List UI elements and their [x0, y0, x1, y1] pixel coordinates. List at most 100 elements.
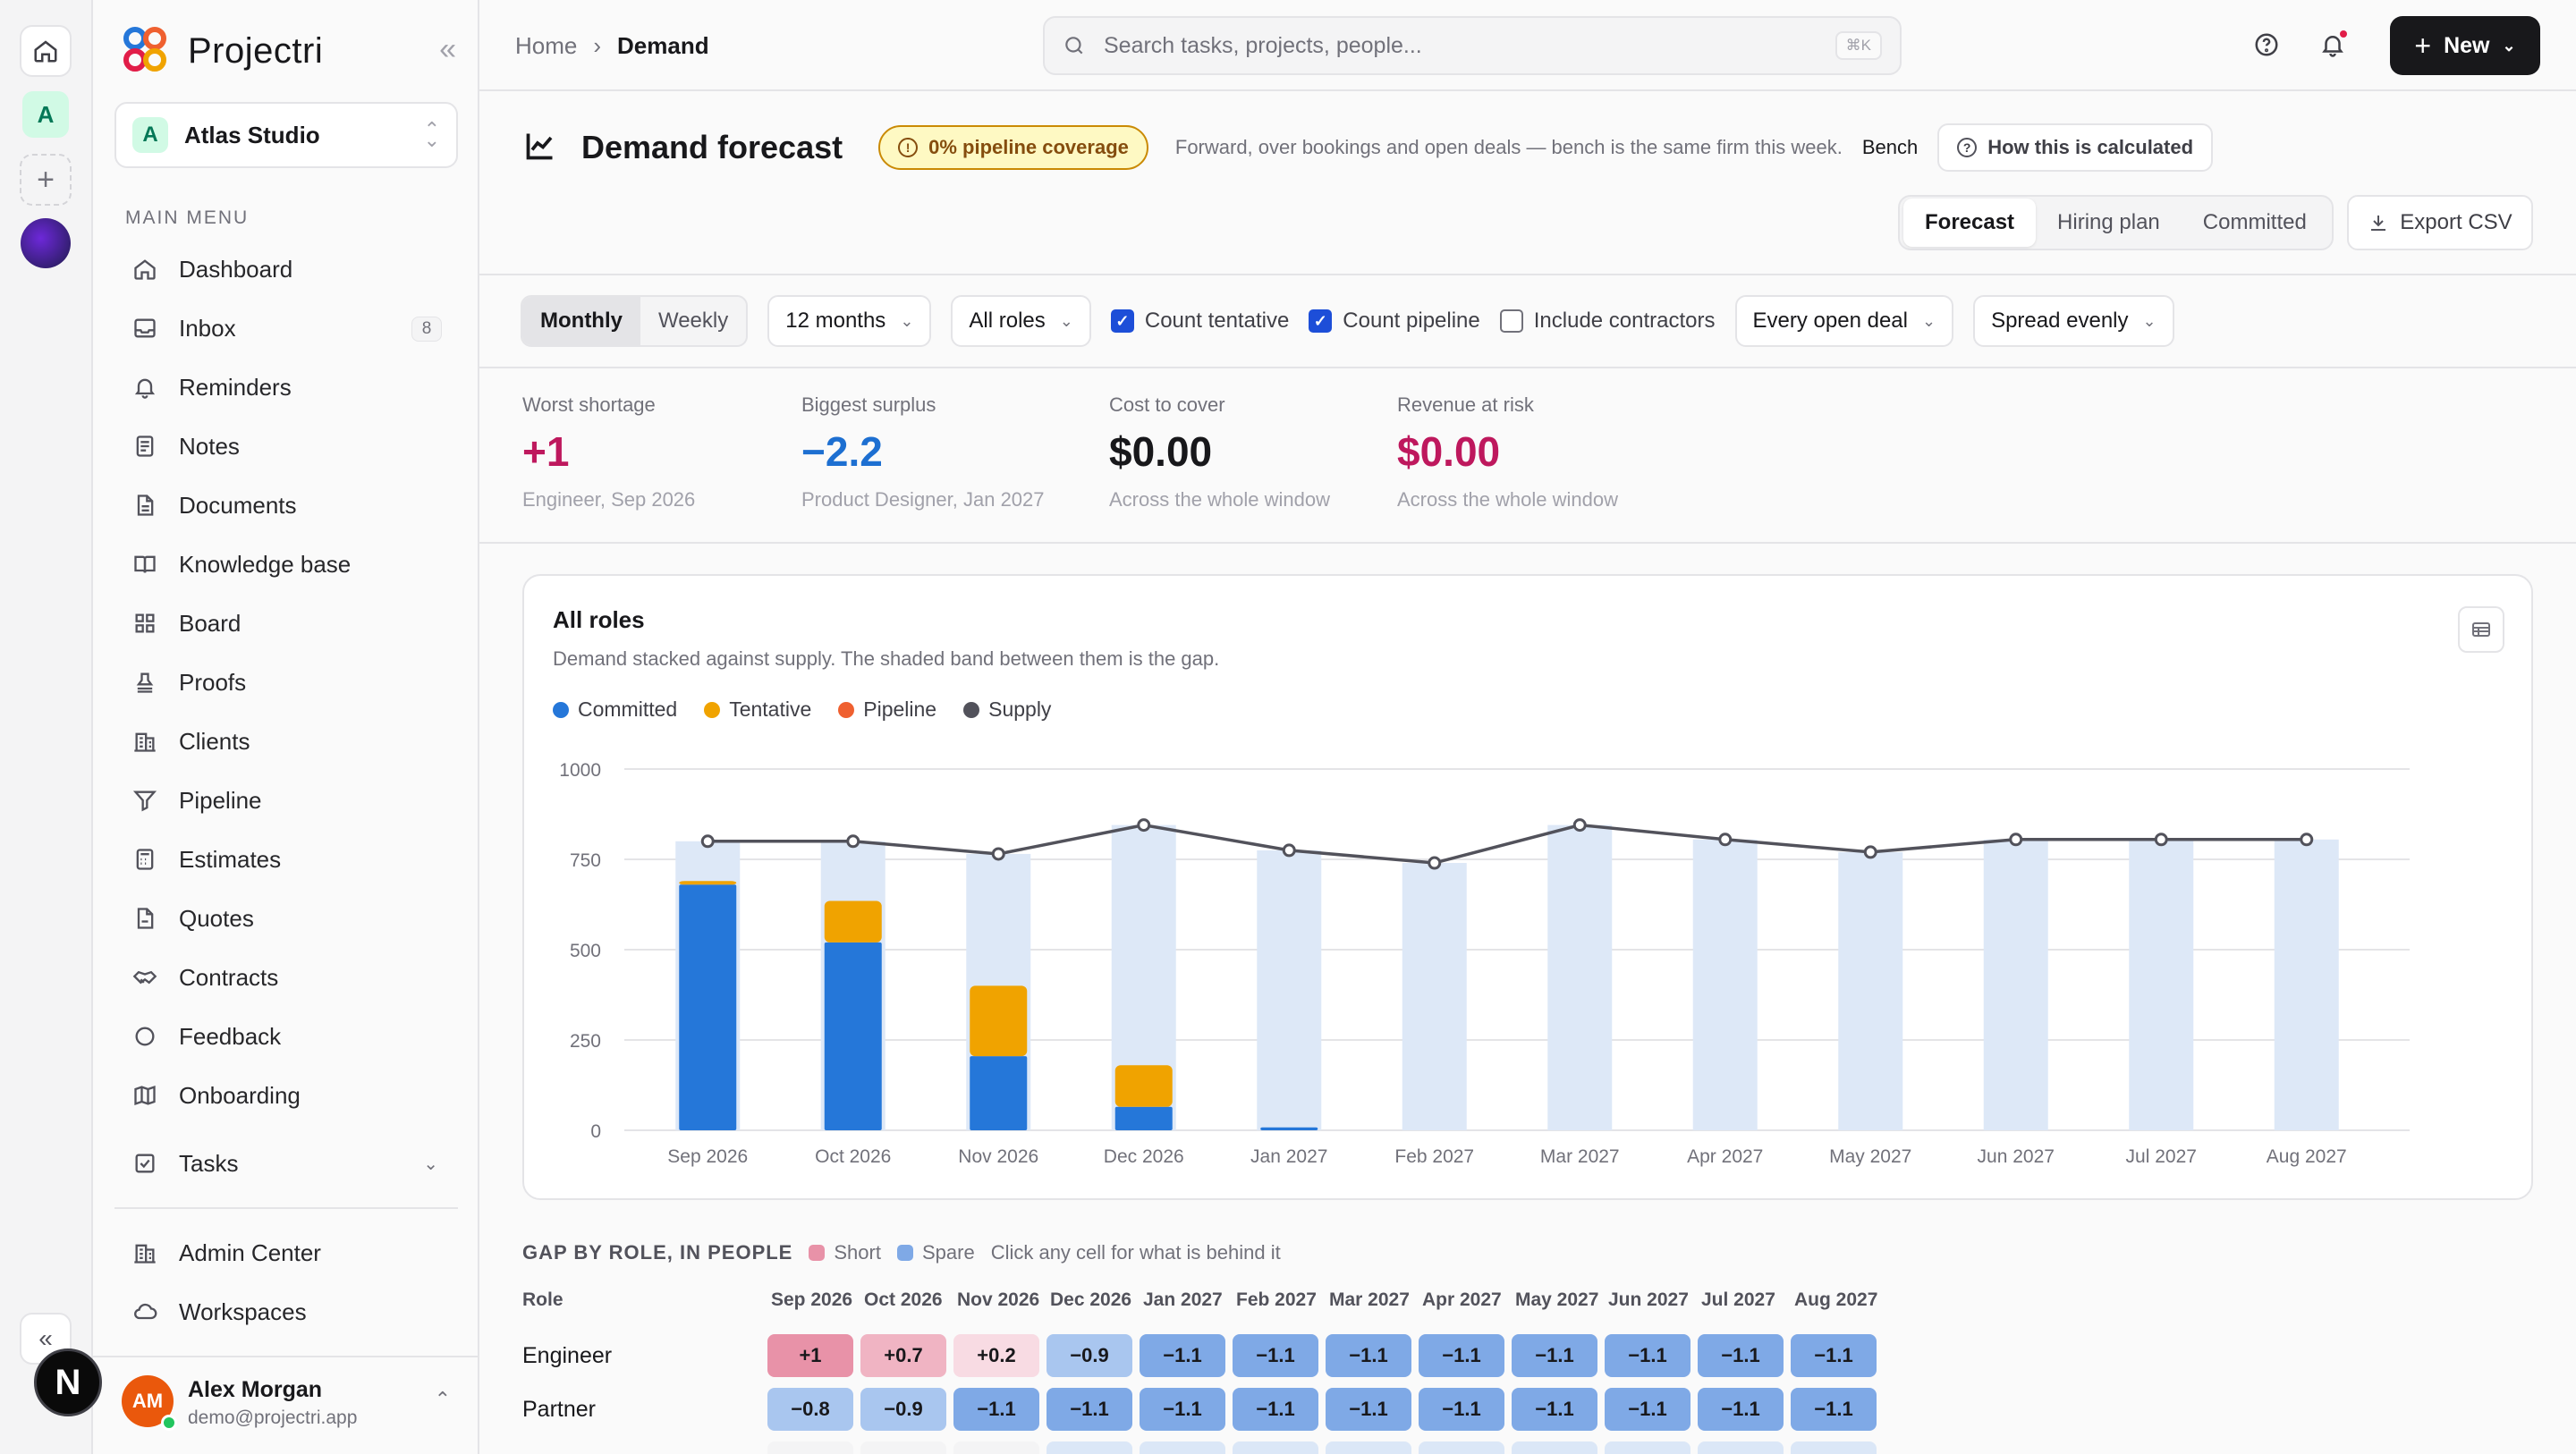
gap-cell[interactable]: −1.1: [1046, 1388, 1132, 1431]
sidebar-item-dashboard[interactable]: Dashboard: [114, 240, 458, 299]
gap-cell[interactable]: [860, 1441, 946, 1454]
gap-cell[interactable]: −1.1: [1512, 1388, 1597, 1431]
sidebar-item-knowledge-base[interactable]: Knowledge base: [114, 535, 458, 594]
help-icon[interactable]: [2249, 27, 2284, 63]
breadcrumb-home[interactable]: Home: [515, 32, 578, 59]
gap-cell[interactable]: −1.1: [1140, 1334, 1225, 1377]
sidebar-item-inbox[interactable]: Inbox 8: [114, 299, 458, 358]
gap-cell[interactable]: [1140, 1441, 1225, 1454]
brand[interactable]: Projectri: [123, 27, 323, 75]
sidebar-item-notes[interactable]: Notes: [114, 417, 458, 476]
gap-cell[interactable]: −1.1: [1419, 1388, 1504, 1431]
gap-cell[interactable]: −1.1: [1326, 1334, 1411, 1377]
tab-committed[interactable]: Committed: [2202, 210, 2307, 234]
chevron-up-icon[interactable]: ⌃: [434, 1388, 451, 1410]
sidebar-item-board[interactable]: Board: [114, 594, 458, 653]
bell-icon[interactable]: [2315, 27, 2351, 63]
granularity-weekly[interactable]: Weekly: [657, 309, 729, 333]
workspace-select[interactable]: A Atlas Studio ⌃ ⌄: [114, 102, 458, 168]
gap-cell[interactable]: −1.1: [1233, 1334, 1318, 1377]
gap-cell[interactable]: +1: [767, 1334, 853, 1377]
sidebar-item-quotes[interactable]: Quotes: [114, 889, 458, 948]
supply-band: [2274, 839, 2339, 1130]
gap-cell[interactable]: [1233, 1441, 1318, 1454]
gap-cell[interactable]: −1.1: [1698, 1388, 1784, 1431]
roles-select[interactable]: All roles ⌄: [951, 295, 1091, 347]
gap-cell[interactable]: −1.1: [1605, 1334, 1690, 1377]
include-contractors-checkbox[interactable]: Include contractors: [1499, 309, 1716, 334]
sidebar-item-contracts[interactable]: Contracts: [114, 948, 458, 1007]
gap-cell[interactable]: −1.1: [953, 1388, 1039, 1431]
how-calculated-button[interactable]: ? How this is calculated: [1937, 123, 2214, 172]
granularity-toggle: Monthly Weekly: [521, 295, 749, 347]
gap-cell[interactable]: −1.1: [1698, 1334, 1784, 1377]
tab-forecast[interactable]: Forecast: [1903, 199, 2037, 247]
gap-cell[interactable]: [1419, 1441, 1504, 1454]
sidebar-item-documents[interactable]: Documents: [114, 476, 458, 535]
user-email: demo@projectri.app: [188, 1408, 358, 1428]
gap-cell[interactable]: [1605, 1441, 1690, 1454]
workspace-switch-button[interactable]: A: [22, 91, 69, 138]
bar-committed: [824, 942, 882, 1130]
sidebar-item-tasks[interactable]: Tasks ⌄: [114, 1134, 458, 1193]
gap-cell[interactable]: −1.1: [1791, 1388, 1877, 1431]
gap-cell[interactable]: −1.1: [1605, 1388, 1690, 1431]
gap-cell[interactable]: −0.9: [1046, 1334, 1132, 1377]
add-workspace-icon[interactable]: +: [20, 154, 72, 206]
sidebar-item-workspaces[interactable]: Workspaces: [114, 1282, 458, 1341]
granularity-monthly[interactable]: Monthly: [522, 297, 640, 345]
gap-cell[interactable]: −1.1: [1140, 1388, 1225, 1431]
table-view-icon[interactable]: [2458, 606, 2504, 653]
menu-divider: [114, 1207, 458, 1209]
gap-cell[interactable]: −1.1: [1791, 1334, 1877, 1377]
next-badge-icon[interactable]: N: [34, 1348, 102, 1416]
sidebar-item-proofs[interactable]: Proofs: [114, 653, 458, 712]
gap-cell[interactable]: +0.7: [860, 1334, 946, 1377]
count-tentative-checkbox[interactable]: ✓ Count tentative: [1110, 309, 1289, 334]
gap-cell[interactable]: −1.1: [1512, 1334, 1597, 1377]
gap-cell[interactable]: −1.1: [1419, 1334, 1504, 1377]
gap-cell[interactable]: [767, 1441, 853, 1454]
collapse-sidebar-icon[interactable]: «: [439, 32, 456, 66]
search-input[interactable]: Search tasks, projects, people... ⌘K: [1043, 16, 1902, 75]
gap-cell[interactable]: [1046, 1441, 1132, 1454]
tab-hiring-plan[interactable]: Hiring plan: [2057, 210, 2160, 234]
home-icon: [132, 257, 157, 282]
gap-cell[interactable]: [1326, 1441, 1411, 1454]
bench-link[interactable]: Bench: [1861, 136, 1919, 158]
gap-cell[interactable]: −0.9: [860, 1388, 946, 1431]
count-pipeline-checkbox[interactable]: ✓ Count pipeline: [1309, 309, 1480, 334]
spread-select[interactable]: Spread evenly ⌄: [1973, 295, 2174, 347]
gap-cell[interactable]: [953, 1441, 1039, 1454]
sidebar-item-onboarding[interactable]: Onboarding: [114, 1066, 458, 1125]
gap-cell[interactable]: −1.1: [1326, 1388, 1411, 1431]
sidebar-item-feedback[interactable]: Feedback: [114, 1007, 458, 1066]
sidebar-item-estimates[interactable]: Estimates: [114, 830, 458, 889]
pipeline-coverage-badge[interactable]: ! 0% pipeline coverage: [878, 125, 1148, 170]
home-icon[interactable]: [20, 25, 72, 77]
supply-band: [1692, 839, 1758, 1130]
gap-cell[interactable]: [1512, 1441, 1597, 1454]
sidebar-item-label: Onboarding: [179, 1081, 301, 1109]
breadcrumb-current: Demand: [617, 32, 709, 59]
sidebar-item-admin-center[interactable]: Admin Center: [114, 1223, 458, 1282]
warning-circle-icon: !: [898, 138, 919, 157]
gap-cell[interactable]: [1791, 1441, 1877, 1454]
app-avatar-icon[interactable]: [21, 218, 71, 268]
export-csv-button[interactable]: Export CSV: [2347, 195, 2533, 250]
map-icon: [132, 1083, 157, 1108]
gap-cell[interactable]: −0.8: [767, 1388, 853, 1431]
sidebar-item-pipeline[interactable]: Pipeline: [114, 771, 458, 830]
gap-cell[interactable]: +0.2: [953, 1334, 1039, 1377]
new-button[interactable]: + New ⌄: [2390, 16, 2540, 75]
window-select[interactable]: 12 months ⌄: [767, 295, 932, 347]
chevron-down-icon[interactable]: ⌄: [423, 1154, 438, 1174]
export-csv-label: Export CSV: [2400, 210, 2512, 234]
sidebar-item-reminders[interactable]: Reminders: [114, 358, 458, 417]
gap-cell[interactable]: −1.1: [1233, 1388, 1318, 1431]
gap-cell[interactable]: [1698, 1441, 1784, 1454]
user-menu[interactable]: AM Alex Morgan demo@projectri.app ⌃: [93, 1356, 479, 1454]
sidebar-item-clients[interactable]: Clients: [114, 712, 458, 771]
kpi-cost-to-cover: Cost to cover $0.00 Across the whole win…: [1109, 393, 1330, 511]
deal-scope-select[interactable]: Every open deal ⌄: [1734, 295, 1954, 347]
